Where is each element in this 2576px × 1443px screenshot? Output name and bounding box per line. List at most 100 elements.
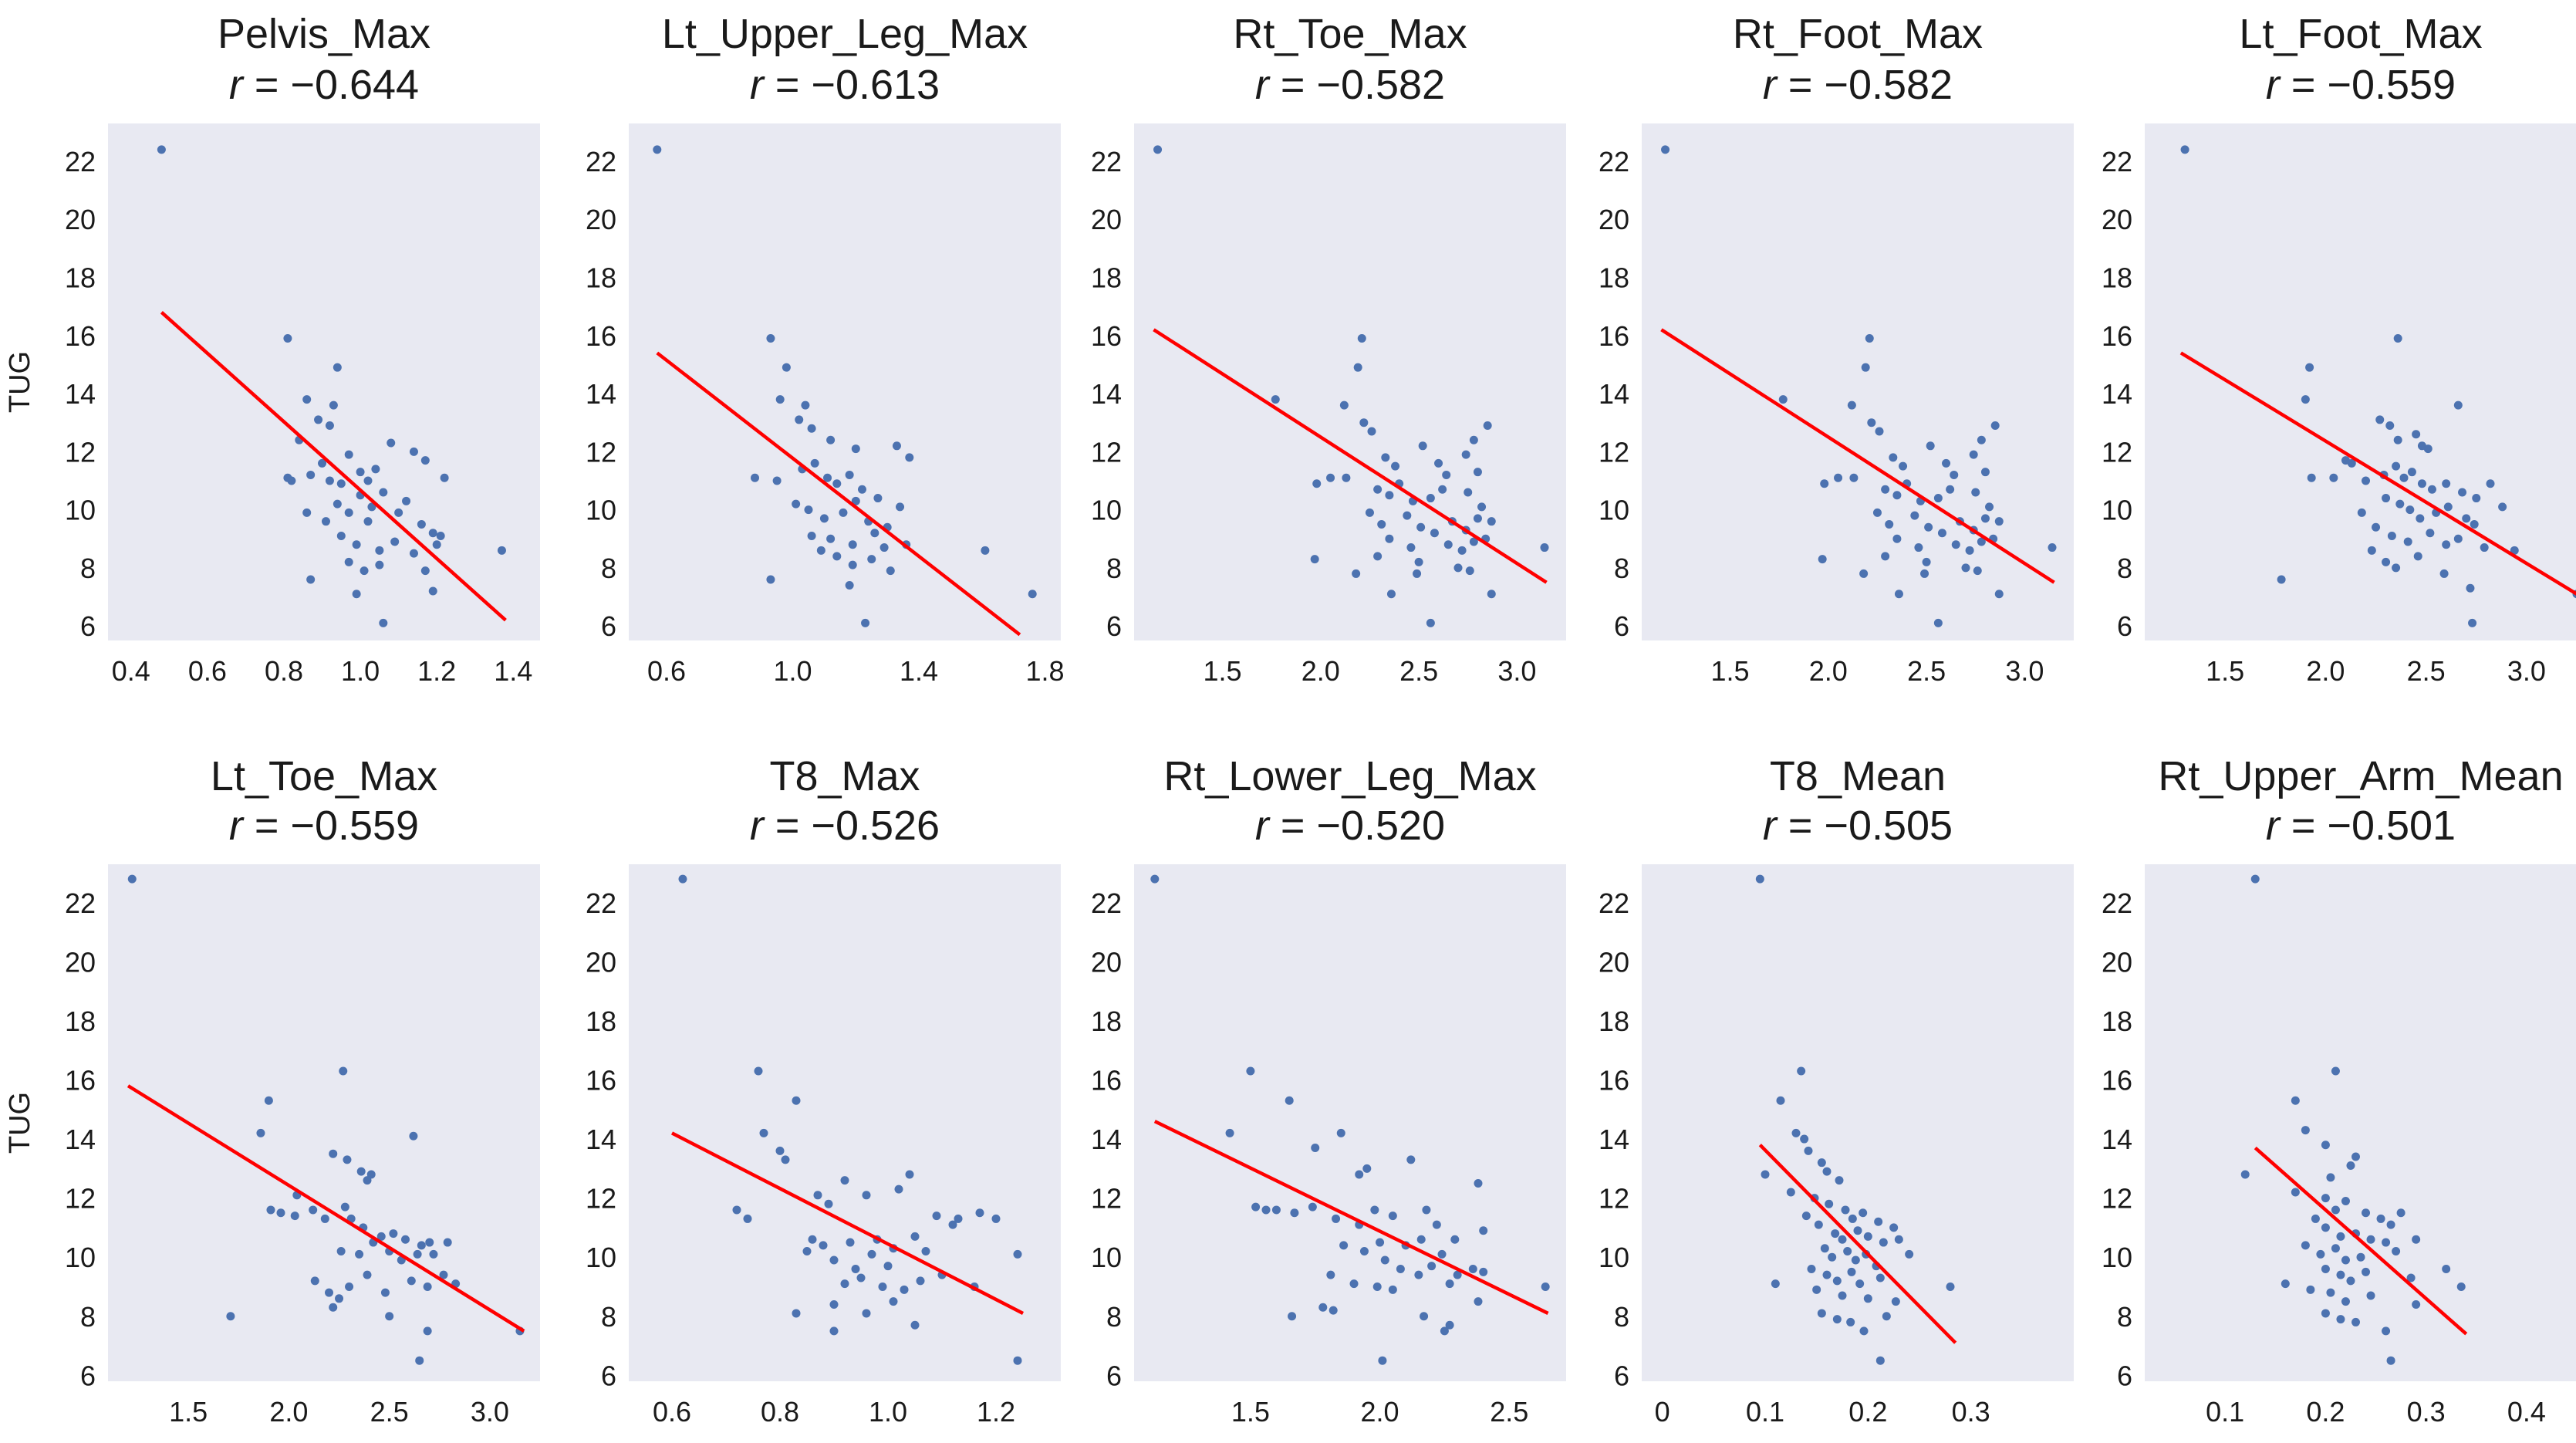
data-point [357, 1168, 366, 1176]
data-point [1854, 1226, 1862, 1235]
correlation-label: r = −0.582 [1255, 62, 1445, 108]
x-tick-label: 3.0 [2507, 655, 2546, 687]
data-point [2408, 468, 2416, 476]
data-point [1028, 590, 1037, 598]
y-tick-label: 6 [601, 610, 616, 642]
data-point [2301, 395, 2310, 404]
y-tick-label: 18 [586, 262, 616, 293]
data-point [2341, 1297, 2350, 1306]
x-tick-label: 2.5 [1490, 1396, 1528, 1428]
data-point [1991, 421, 2000, 430]
y-tick-label: 10 [586, 1242, 616, 1273]
data-point [1406, 543, 1415, 552]
data-point [2281, 1279, 2290, 1288]
data-point [326, 476, 334, 485]
data-point [325, 1289, 333, 1297]
data-point [2394, 334, 2402, 343]
data-point [905, 453, 913, 461]
data-point [976, 1208, 984, 1217]
data-point [266, 1205, 275, 1214]
data-point [1977, 436, 1986, 444]
data-point [1373, 1282, 1382, 1291]
data-point [884, 1262, 893, 1270]
data-point [1326, 1271, 1335, 1279]
data-point [2468, 619, 2476, 627]
data-point [839, 509, 847, 517]
data-point [2424, 444, 2433, 453]
data-point [679, 875, 687, 884]
data-point [2305, 363, 2314, 372]
y-tick-label: 20 [1599, 204, 1629, 235]
data-point [1842, 1205, 1850, 1214]
data-point [852, 1265, 860, 1273]
data-point [1802, 1212, 1811, 1220]
data-point [1812, 1286, 1821, 1294]
data-point [333, 500, 342, 509]
y-tick-label: 16 [1599, 320, 1629, 352]
y-tick-label: 18 [65, 1005, 96, 1037]
data-point [2392, 462, 2400, 471]
data-point [337, 479, 346, 488]
data-point [1924, 523, 1933, 532]
data-point [2404, 538, 2412, 546]
data-point [773, 476, 782, 485]
data-point [345, 558, 353, 566]
data-point [1849, 474, 1858, 482]
r-value: = −0.644 [243, 62, 419, 108]
data-point [1860, 1326, 1869, 1335]
y-tick-label: 8 [80, 1301, 96, 1333]
data-point [2480, 543, 2489, 552]
data-point [880, 543, 889, 552]
y-tick-label: 12 [1091, 436, 1122, 468]
data-point [1362, 1164, 1371, 1173]
y-tick-label: 8 [2117, 553, 2132, 584]
data-point [157, 145, 166, 154]
data-point [886, 566, 895, 575]
correlation-label: r = −0.613 [750, 62, 940, 108]
data-point [1777, 1097, 1785, 1105]
y-tick-label: 16 [586, 320, 616, 352]
plot-area [108, 123, 540, 640]
data-point [401, 1235, 410, 1244]
data-point [1843, 1247, 1852, 1255]
y-tick-label: 16 [2102, 1064, 2132, 1096]
data-point [1889, 453, 1897, 461]
y-tick-label: 18 [1599, 1005, 1629, 1037]
data-point [441, 474, 449, 482]
data-point [2440, 569, 2449, 578]
data-point [1761, 1171, 1770, 1179]
data-point [1862, 363, 1870, 372]
data-point [808, 532, 816, 540]
data-point [1415, 558, 1423, 566]
data-point [1756, 875, 1764, 884]
data-point [817, 546, 825, 555]
data-point [1864, 1232, 1872, 1241]
data-point [1385, 491, 1393, 499]
data-point [2442, 1265, 2450, 1273]
y-tick-label: 14 [65, 378, 96, 410]
data-point [1329, 1306, 1338, 1315]
data-point [2251, 875, 2260, 884]
data-point [2362, 1208, 2370, 1217]
x-tick-label: 2.0 [269, 1396, 308, 1428]
y-tick-label: 8 [1614, 553, 1629, 584]
data-point [2346, 1161, 2355, 1170]
data-point [751, 474, 759, 482]
data-point [1450, 1235, 1459, 1244]
data-point [394, 509, 403, 517]
data-point [841, 1176, 849, 1184]
y-tick-label: 22 [65, 146, 96, 177]
data-point [417, 1241, 426, 1249]
data-point [407, 1276, 416, 1285]
data-point [277, 1208, 285, 1217]
data-point [387, 439, 395, 448]
data-point [375, 546, 383, 555]
data-point [1876, 1357, 1885, 1365]
data-point [1339, 1241, 1348, 1249]
r-value: = −0.582 [1269, 62, 1445, 108]
x-tick-label: 2.5 [370, 1396, 409, 1428]
data-point [1966, 546, 1974, 555]
data-point [2416, 514, 2424, 522]
data-point [337, 532, 346, 540]
